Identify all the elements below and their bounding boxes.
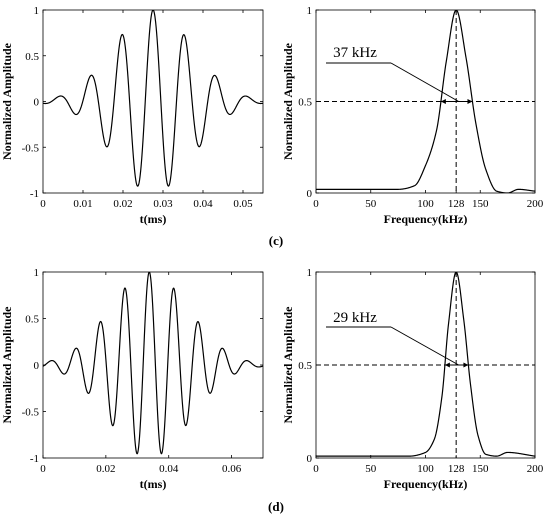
x-axis-label: t(ms) xyxy=(140,477,167,491)
chart-d-freq: 0 50 100 128 150 200 0 0.5 1 Frequency(kHz) Normal… xyxy=(281,267,544,491)
y-axis-label: Normalized Amplitude xyxy=(0,42,14,160)
x-tick-label: 150 xyxy=(472,198,489,210)
y-tick-label: -0.5 xyxy=(22,407,40,419)
x-tick-label: 0.06 xyxy=(222,463,242,475)
x-tick-label: 200 xyxy=(527,463,544,475)
x-axis-label: t(ms) xyxy=(140,212,167,226)
x-tick-label: 150 xyxy=(472,463,489,475)
chart-c-freq: 0 50 100 128 150 200 0 0.5 1 Frequency(kHz) Normal… xyxy=(281,5,544,226)
y-tick-label: 0 xyxy=(307,188,313,200)
x-tick-label: 0.05 xyxy=(233,198,253,210)
x-tick-label: 0.03 xyxy=(153,198,173,210)
series-line xyxy=(316,272,535,457)
axes-frame xyxy=(42,9,264,194)
y-tick-label: -0.5 xyxy=(22,142,40,154)
chart-c-time: 0 0.01 0.02 0.03 0.04 0.05 -1 -0.5 0 0.5 1 t(ms) Nor… xyxy=(0,5,264,226)
x-tick-label: 100 xyxy=(417,463,434,475)
chart-d-time: 0 0.02 0.04 0.06 -1 -0.5 0 0.5 1 t(ms) Normalized … xyxy=(0,267,264,491)
y-tick-label: 1 xyxy=(34,5,40,17)
y-axis-label: Normalized Amplitude xyxy=(281,42,295,160)
bandwidth-label: 37 kHz xyxy=(333,45,377,61)
x-tick-label: 50 xyxy=(365,463,377,475)
x-tick-label: 50 xyxy=(365,198,377,210)
bandwidth-arrowhead-left xyxy=(440,99,446,104)
y-tick-label: 0.5 xyxy=(298,360,312,372)
bandwidth-label: 29 kHz xyxy=(333,310,377,326)
x-tick-label: 0 xyxy=(40,463,46,475)
bandwidth-arrowhead-right xyxy=(463,362,469,368)
series-line xyxy=(43,10,263,187)
y-tick-label: -1 xyxy=(30,188,39,200)
y-tick-label: 1 xyxy=(307,5,313,17)
bandwidth-arrowhead-right xyxy=(467,99,473,104)
x-tick-label: 128 xyxy=(448,463,465,475)
y-tick-label: 0.5 xyxy=(298,97,312,109)
x-tick-label: 0 xyxy=(40,198,46,210)
x-tick-label: 200 xyxy=(527,198,544,210)
bandwidth-arrowhead-left xyxy=(444,362,450,368)
series-line xyxy=(316,10,535,193)
x-tick-label: 128 xyxy=(448,198,465,210)
y-tick-label: -1 xyxy=(30,453,39,465)
panel-label-c: (c) xyxy=(269,233,283,248)
y-axis-label: Normalized Amplitude xyxy=(281,306,295,424)
x-tick-label: 0 xyxy=(313,463,319,475)
axes-frame xyxy=(42,271,264,459)
annotation-leader xyxy=(390,326,459,366)
x-tick-label: 0.04 xyxy=(159,463,179,475)
y-tick-label: 0 xyxy=(307,453,313,465)
annotation-leader xyxy=(390,62,459,102)
y-tick-label: 1 xyxy=(34,267,40,279)
series-line xyxy=(43,272,263,455)
y-tick-label: 0 xyxy=(34,97,40,109)
y-tick-label: 0.5 xyxy=(25,314,39,326)
x-tick-label: 0.01 xyxy=(73,198,92,210)
y-tick-label: 0.5 xyxy=(25,51,39,63)
x-axis-label: Frequency(kHz) xyxy=(384,212,468,226)
y-tick-label: 1 xyxy=(307,267,313,279)
x-tick-label: 0 xyxy=(313,198,319,210)
x-tick-label: 100 xyxy=(417,198,434,210)
x-tick-label: 0.02 xyxy=(96,463,115,475)
y-axis-label: Normalized Amplitude xyxy=(0,306,14,424)
panel-label-d: (d) xyxy=(268,499,284,514)
x-tick-label: 0.04 xyxy=(193,198,213,210)
x-tick-label: 0.02 xyxy=(113,198,132,210)
x-axis-label: Frequency(kHz) xyxy=(384,477,468,491)
y-tick-label: 0 xyxy=(34,360,40,372)
